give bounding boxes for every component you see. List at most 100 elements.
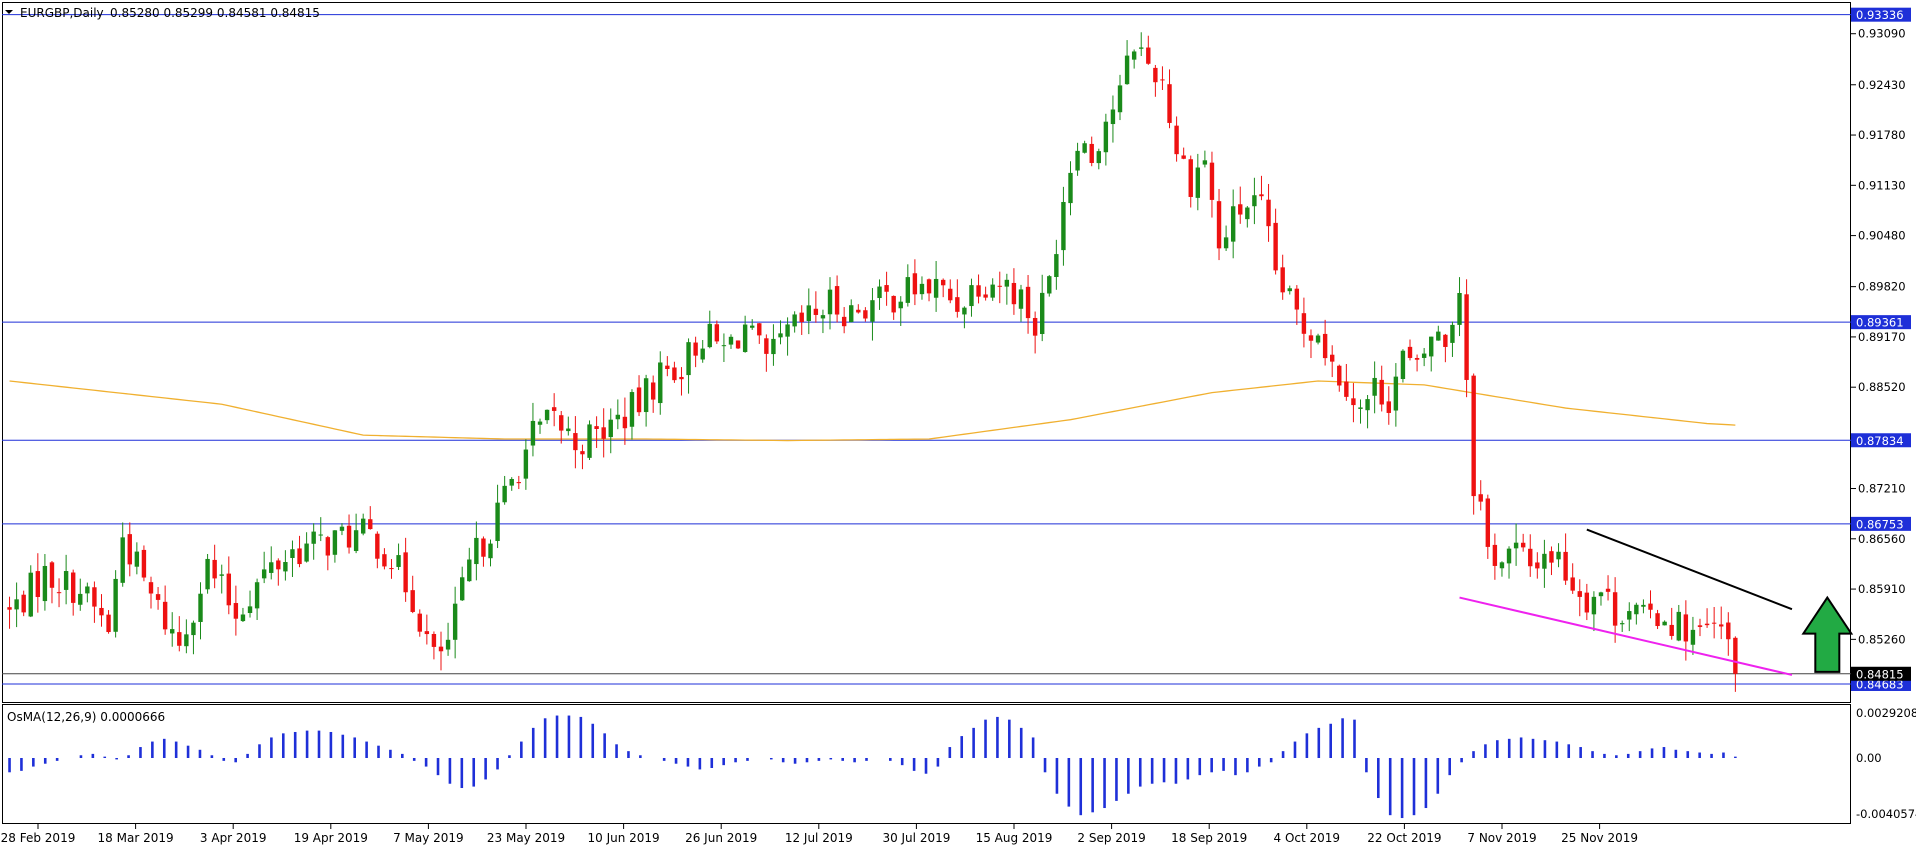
candle-body bbox=[1266, 199, 1271, 227]
candle-body bbox=[693, 342, 698, 356]
candle bbox=[1018, 284, 1024, 322]
candle bbox=[891, 295, 896, 320]
candle-body bbox=[219, 574, 224, 576]
candle bbox=[1393, 363, 1399, 427]
candle bbox=[247, 590, 253, 618]
candle bbox=[700, 340, 705, 363]
candle bbox=[1230, 189, 1236, 259]
candle bbox=[205, 553, 210, 594]
level-price-label: 0.87834 bbox=[1856, 434, 1904, 448]
candle bbox=[191, 620, 196, 655]
candle-body bbox=[1209, 162, 1215, 200]
candle bbox=[601, 408, 606, 458]
candle bbox=[877, 279, 882, 310]
candle-body bbox=[283, 562, 288, 572]
candle-body bbox=[1506, 548, 1512, 564]
candle-body bbox=[1577, 591, 1582, 597]
candle bbox=[1704, 608, 1710, 628]
candle-body bbox=[460, 577, 465, 601]
candle bbox=[49, 561, 55, 604]
candle-body bbox=[1535, 562, 1540, 569]
candle bbox=[148, 576, 154, 609]
candle-body bbox=[148, 582, 154, 594]
candle-body bbox=[410, 590, 415, 612]
candle-body bbox=[339, 526, 345, 531]
candle bbox=[735, 340, 741, 350]
time-tick-label: 25 Nov 2019 bbox=[1561, 831, 1638, 845]
candle bbox=[410, 575, 415, 614]
candle bbox=[1662, 620, 1667, 626]
price-axis: 0.93090 0.92430 0.91780 0.91130 0.90480 0.898… bbox=[1851, 7, 1916, 821]
candle-body bbox=[813, 308, 819, 315]
candle bbox=[516, 475, 521, 490]
candle bbox=[1308, 329, 1314, 359]
candle-body bbox=[1464, 294, 1469, 380]
candle bbox=[304, 532, 309, 563]
candle-body bbox=[1322, 333, 1328, 359]
candle-body bbox=[7, 607, 12, 610]
candle bbox=[339, 523, 345, 536]
candle-body bbox=[396, 555, 401, 567]
osma-label: OsMA(12,26,9) 0.0000666 bbox=[7, 710, 165, 724]
level-price-label: 0.86753 bbox=[1856, 517, 1904, 531]
candle bbox=[1315, 333, 1321, 345]
candle-body bbox=[1259, 194, 1264, 197]
candle bbox=[219, 564, 224, 594]
candle bbox=[1598, 591, 1604, 606]
current-price-box bbox=[1851, 666, 1911, 681]
candle bbox=[21, 590, 26, 617]
candle bbox=[460, 566, 465, 602]
candle bbox=[276, 558, 281, 586]
candle bbox=[537, 418, 543, 434]
candle bbox=[962, 306, 967, 329]
candle bbox=[1160, 66, 1165, 91]
candle-body bbox=[1181, 155, 1186, 159]
candle bbox=[42, 554, 48, 611]
candle bbox=[1627, 602, 1632, 632]
price-tick-label: 0.92430 bbox=[1858, 78, 1906, 92]
candle-body bbox=[559, 415, 564, 431]
candle-body bbox=[452, 603, 458, 640]
candle bbox=[1605, 575, 1611, 601]
candle bbox=[1726, 612, 1731, 656]
candle-body bbox=[1245, 207, 1250, 220]
time-tick-label: 3 Apr 2019 bbox=[200, 831, 267, 845]
candle bbox=[1669, 607, 1674, 640]
candle-body bbox=[1478, 494, 1483, 502]
osma-axis-label: 0.0029208 bbox=[1856, 706, 1916, 720]
lower-trendline bbox=[1459, 596, 1793, 676]
candle bbox=[212, 544, 217, 589]
candle-body bbox=[891, 295, 896, 313]
candle bbox=[948, 279, 953, 304]
time-tick-label: 23 May 2019 bbox=[487, 831, 565, 845]
candle bbox=[933, 261, 939, 312]
price-tick-label: 0.89820 bbox=[1858, 280, 1906, 294]
candle-body bbox=[679, 376, 684, 380]
osma-axis-label: 0.00 bbox=[1856, 751, 1882, 765]
candle-body bbox=[1711, 622, 1717, 624]
candle bbox=[1202, 150, 1208, 168]
candle-body bbox=[615, 414, 621, 420]
candle-body bbox=[629, 392, 635, 427]
candle bbox=[290, 540, 295, 578]
candle bbox=[721, 333, 727, 363]
candle bbox=[912, 259, 918, 306]
candle-body bbox=[177, 632, 182, 646]
time-tick-label: 7 May 2019 bbox=[393, 831, 464, 845]
candle bbox=[1082, 140, 1087, 154]
candle bbox=[297, 535, 302, 568]
dropdown-triangle-icon[interactable] bbox=[5, 10, 13, 14]
candle-body bbox=[764, 338, 769, 354]
candle-body bbox=[325, 537, 331, 556]
candle-body bbox=[1542, 553, 1547, 569]
candle bbox=[1464, 279, 1469, 398]
candle-body bbox=[1379, 379, 1384, 405]
candle-body bbox=[997, 285, 1002, 287]
candle bbox=[28, 565, 33, 618]
candle-body bbox=[141, 549, 147, 578]
candle-body bbox=[1004, 279, 1010, 287]
candle-body bbox=[495, 502, 500, 542]
candle-body bbox=[933, 278, 939, 298]
candle-body bbox=[551, 407, 557, 411]
